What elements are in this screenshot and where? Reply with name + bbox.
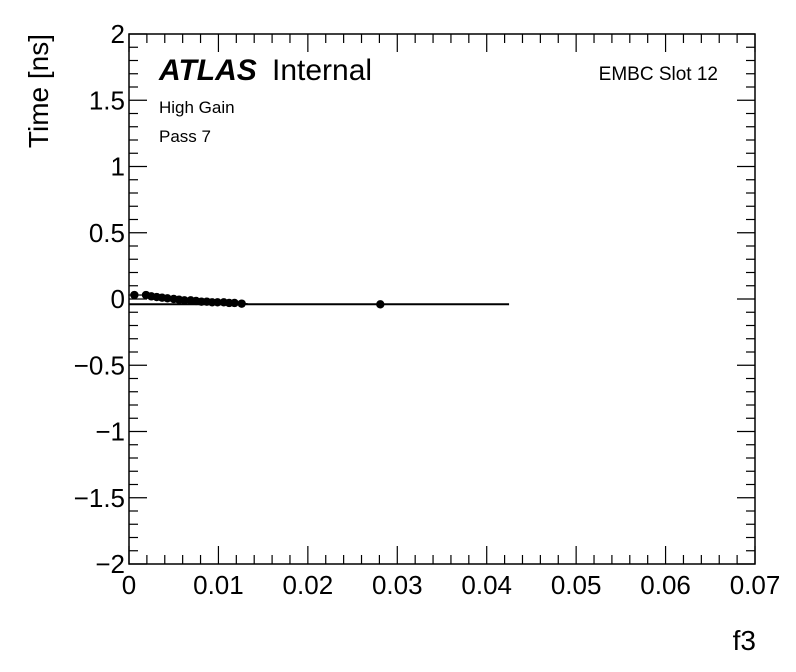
y-tick-label: 2 — [111, 19, 125, 49]
internal-label: Internal — [272, 54, 372, 87]
y-tick-label: 1 — [111, 152, 125, 182]
y-tick-label: −0.5 — [74, 350, 125, 380]
gain-label: High Gain — [159, 98, 235, 117]
data-point — [130, 290, 139, 300]
data-point — [180, 296, 189, 305]
atlas-label: ATLAS — [158, 54, 257, 87]
y-tick-label: −1 — [95, 417, 125, 447]
data-point — [376, 300, 385, 309]
x-axis-title: f3 — [733, 625, 756, 656]
data-point — [163, 294, 172, 303]
pass-label: Pass 7 — [159, 127, 211, 146]
y-tick-label: −1.5 — [74, 483, 125, 513]
axis-ticks — [128, 33, 756, 565]
x-tick-label: 0 — [122, 570, 136, 600]
y-tick-label: 1.5 — [89, 85, 125, 115]
x-tick-label: 0.03 — [372, 570, 423, 600]
data-series — [128, 290, 510, 309]
x-tick-label: 0.02 — [283, 570, 334, 600]
x-tick-labels: 0 0.01 0.02 0.03 0.04 0.05 0.06 0.07 — [122, 570, 781, 600]
y-tick-label: 0 — [111, 284, 125, 314]
region-label: EMBC Slot 12 — [599, 64, 718, 85]
x-tick-label: 0.04 — [461, 570, 512, 600]
data-point — [213, 298, 222, 307]
data-point — [237, 299, 246, 308]
x-tick-label: 0.06 — [640, 570, 691, 600]
x-tick-label: 0.01 — [193, 570, 244, 600]
data-point — [230, 298, 239, 308]
y-axis-title: Time [ns] — [23, 34, 54, 148]
x-tick-label: 0.05 — [551, 570, 602, 600]
y-tick-labels: 2 1.5 1 0.5 0 −0.5 −1 −1.5 −2 — [74, 19, 125, 579]
y-tick-label: 0.5 — [89, 218, 125, 248]
x-tick-label: 0.07 — [730, 570, 781, 600]
y-tick-label: −2 — [95, 549, 125, 579]
